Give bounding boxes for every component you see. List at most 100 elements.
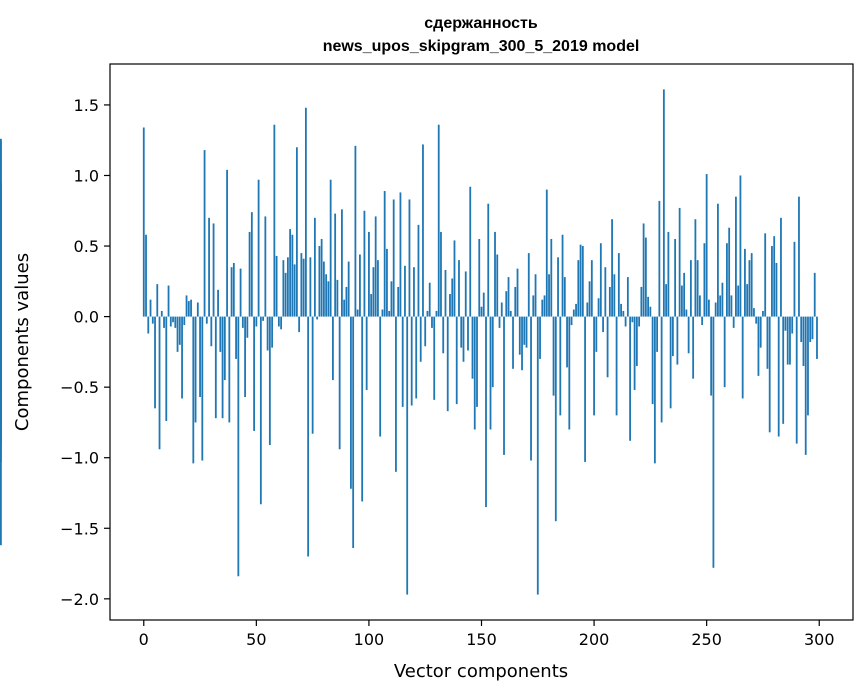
y-tick-label: 1.0: [74, 166, 99, 185]
y-tick-label: 0.5: [74, 237, 99, 256]
bar-45: [244, 316, 246, 398]
y-tick-label: −1.5: [60, 519, 99, 538]
bar-253: [712, 316, 715, 568]
bar-202: [597, 298, 600, 317]
bar-269: [748, 260, 751, 317]
bar-66: [291, 234, 294, 317]
bar-139: [455, 316, 458, 405]
bar-54: [264, 216, 267, 317]
bar-288: [791, 316, 794, 334]
bar-284: [782, 316, 785, 424]
bar-59: [275, 255, 278, 317]
bar-228: [656, 316, 659, 352]
bar-118: [408, 199, 411, 317]
bar-93: [352, 316, 355, 549]
bar-111: [392, 199, 395, 317]
bar-22: [192, 316, 195, 464]
bar-234: [669, 316, 672, 409]
bar-199: [590, 260, 593, 317]
bar-106: [381, 309, 384, 317]
bar-127: [428, 282, 431, 317]
x-axis-title: Vector components: [394, 661, 568, 682]
bar-265: [739, 175, 742, 317]
bar-223: [644, 237, 647, 317]
bar-12: [169, 316, 172, 327]
bar-56: [268, 316, 271, 446]
bar-205: [604, 267, 607, 317]
bar-159: [500, 302, 503, 317]
bar-212: [620, 303, 622, 317]
bar-53: [262, 316, 264, 321]
bar-19: [185, 295, 188, 317]
bar-74: [309, 257, 312, 317]
bar-114: [399, 192, 402, 317]
bar-67: [293, 264, 296, 317]
bar-3: [149, 299, 152, 317]
bar-134: [444, 270, 447, 317]
chart-title: сдержанность: [424, 15, 538, 32]
bar-218: [633, 316, 636, 390]
plot-frame: [109, 63, 854, 621]
bar-179: [545, 189, 548, 317]
bar-20: [187, 301, 190, 317]
bar-84: [332, 316, 334, 381]
bar-129: [433, 316, 436, 400]
bar-169: [523, 316, 526, 345]
bar-273: [757, 316, 760, 376]
bar-185: [559, 316, 562, 416]
bar-210: [615, 316, 618, 416]
bar-115: [401, 316, 404, 407]
bar-35: [221, 316, 224, 419]
bar-281: [775, 262, 778, 317]
bar-10: [165, 316, 168, 422]
bar-177: [541, 299, 544, 317]
bars-group: [0, 89, 818, 595]
bar-101: [370, 294, 373, 317]
bar-279: [771, 246, 773, 317]
bar-295: [807, 316, 809, 416]
bar-42: [237, 316, 240, 577]
bar-197: [586, 302, 589, 317]
bar-0: [142, 127, 145, 317]
bar-321: [0, 141, 2, 317]
bar-286: [786, 316, 789, 365]
bar-144: [467, 316, 469, 351]
bar-2: [147, 316, 150, 334]
bar-287: [789, 316, 791, 365]
bar-259: [726, 243, 728, 317]
bar-104: [377, 260, 379, 317]
bar-219: [635, 316, 638, 366]
bar-43: [239, 268, 242, 317]
bar-225: [649, 306, 652, 317]
bar-69: [298, 316, 301, 333]
bar-207: [608, 286, 611, 317]
bar-249: [703, 243, 706, 317]
bar-184: [557, 257, 559, 317]
bar-227: [653, 316, 656, 464]
bar-40: [232, 262, 235, 317]
bar-78: [318, 246, 321, 317]
bar-163: [509, 310, 512, 317]
y-tick-label: −2.0: [60, 590, 99, 609]
bar-168: [521, 316, 523, 371]
bar-217: [631, 316, 634, 323]
bar-48: [250, 212, 253, 317]
bar-236: [674, 238, 677, 317]
bar-215: [626, 277, 629, 317]
bar-222: [642, 223, 645, 317]
bar-200: [593, 316, 595, 416]
bar-192: [575, 303, 577, 317]
bar-296: [809, 316, 812, 342]
bar-266: [741, 316, 744, 399]
bar-172: [530, 316, 532, 461]
bar-176: [539, 316, 541, 359]
bar-99: [365, 316, 368, 390]
bar-232: [665, 284, 668, 317]
bar-180: [548, 274, 550, 317]
bar-175: [536, 316, 539, 595]
x-tick-label: 0: [139, 630, 149, 649]
bar-109: [388, 310, 391, 317]
bar-252: [710, 316, 713, 396]
bar-97: [361, 316, 364, 502]
